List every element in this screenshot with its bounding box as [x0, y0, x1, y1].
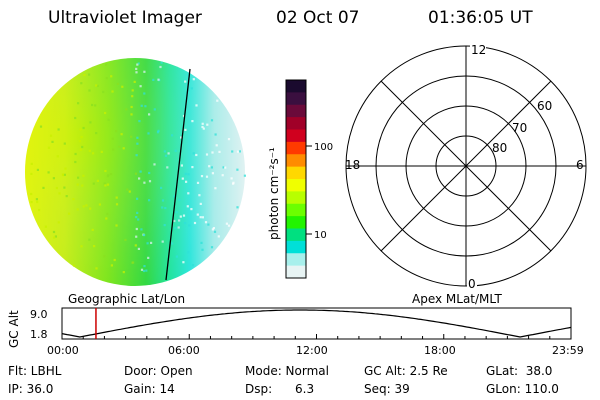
xtick-0000: 00:00 — [47, 344, 79, 357]
colorbar-band — [286, 228, 306, 242]
info-door: Door: Open — [124, 364, 193, 378]
colorbar-band — [286, 240, 306, 254]
altitude-ytick-top: 9.0 — [30, 308, 48, 321]
colorbar-band — [286, 216, 306, 229]
xtick-1200: 12:00 — [296, 344, 328, 357]
altitude-ylabel: GC Alt — [7, 310, 21, 348]
lat-label-70: 70 — [512, 121, 527, 135]
mlt-label-6: 6 — [576, 158, 584, 172]
colorbar-band — [286, 80, 306, 93]
xtick-2359: 23:59 — [552, 344, 584, 357]
colorbar-band — [286, 104, 306, 118]
date-label: 02 Oct 07 — [276, 8, 360, 28]
lat-label-60: 60 — [537, 99, 552, 113]
colorbar-band — [286, 129, 306, 143]
info-glat: GLat: 38.0 — [486, 364, 553, 378]
altitude-curve — [61, 309, 572, 338]
colorbar-band — [286, 166, 306, 180]
colorbar-band — [286, 191, 306, 205]
colorbar-band — [286, 92, 306, 106]
colorbar-band — [286, 117, 306, 130]
lat-label-80: 80 — [492, 141, 507, 155]
mlt-label-0: 0 — [468, 277, 476, 291]
colorbar-label: photon cm⁻²s⁻¹ — [267, 147, 281, 240]
colorbar-band — [286, 154, 306, 168]
info-flt: Flt: LBHL — [8, 364, 62, 378]
mlt-label-12: 12 — [471, 43, 486, 57]
colorbar-band — [286, 253, 306, 267]
time-label: 01:36:05 UT — [428, 8, 533, 28]
colorbar-band — [286, 179, 306, 192]
altitude-ytick-bottom: 1.8 — [30, 328, 48, 341]
xtick-1800: 18:00 — [424, 344, 456, 357]
colorbar-band — [286, 141, 306, 155]
info-gcalt: GC Alt: 2.5 Re — [364, 364, 448, 378]
info-mode: Mode: Normal — [245, 364, 329, 378]
colorbar-band — [286, 265, 306, 279]
xtick-0600: 06:00 — [168, 344, 200, 357]
geographic-caption: Geographic Lat/Lon — [68, 292, 186, 306]
info-ip: IP: 36.0 — [8, 382, 54, 396]
colorbar-band — [286, 203, 306, 217]
apex-caption: Apex MLat/MLT — [412, 292, 502, 306]
info-dsp: Dsp: 6.3 — [245, 382, 315, 396]
terminator-line — [165, 68, 191, 281]
colorbar-tick-100: 100 — [314, 142, 333, 153]
colorbar-tick-10: 10 — [314, 230, 327, 241]
info-gain: Gain: 14 — [124, 382, 175, 396]
instrument-title: Ultraviolet Imager — [48, 8, 202, 28]
info-glon: GLon: 110.0 — [486, 382, 559, 396]
mlt-label-18: 18 — [345, 158, 360, 172]
info-seq: Seq: 39 — [364, 382, 410, 396]
